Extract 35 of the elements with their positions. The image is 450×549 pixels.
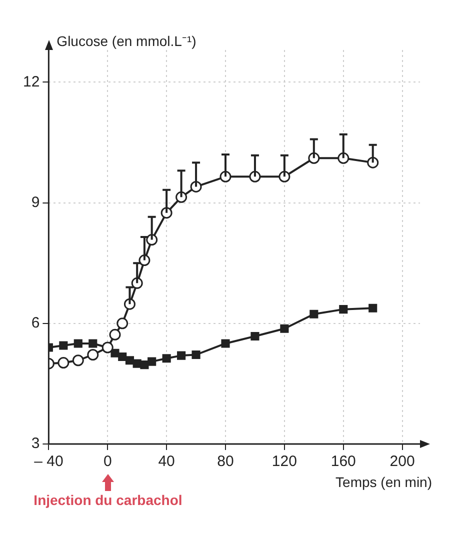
point: [125, 356, 134, 365]
y-tick-label: 3: [31, 435, 40, 452]
point: [148, 357, 156, 366]
point: [221, 339, 230, 348]
x-tick-label: 200: [390, 453, 415, 470]
y-axis-title: Glucose (en mmol.L⁻¹): [56, 32, 196, 49]
point: [59, 341, 68, 350]
point: [72, 354, 84, 366]
y-tick-label: 6: [31, 314, 40, 332]
point: [368, 304, 378, 312]
x-tick-label: 80: [217, 453, 234, 470]
point: [74, 339, 82, 348]
point: [162, 354, 171, 363]
x-tick-label: 40: [158, 453, 175, 470]
y-tick-label: 12: [22, 73, 40, 90]
point: [87, 348, 99, 360]
point: [140, 360, 149, 370]
point: [280, 324, 289, 333]
x-axis-title: Temps (en min): [336, 474, 432, 490]
point: [250, 332, 260, 341]
point: [88, 339, 98, 348]
y-tick-label: 9: [31, 194, 40, 211]
point: [58, 357, 70, 369]
point: [192, 350, 200, 360]
point: [177, 351, 186, 360]
point: [118, 352, 127, 362]
x-tick-label: 120: [272, 453, 297, 470]
x-tick-label: 160: [330, 453, 356, 470]
point: [116, 318, 128, 330]
x-tick-label: – 40: [34, 453, 64, 470]
text: Injection du carbachol: [34, 492, 182, 508]
point: [310, 310, 318, 318]
x-tick-label: 0: [103, 453, 112, 470]
point: [339, 305, 348, 314]
point: [109, 328, 121, 340]
